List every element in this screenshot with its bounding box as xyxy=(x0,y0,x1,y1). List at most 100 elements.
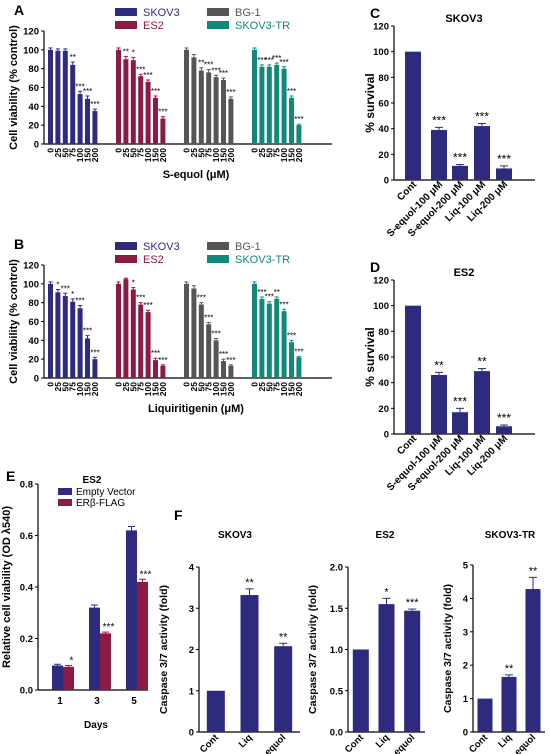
x-tick-label: Liq xyxy=(496,732,514,750)
y-tick-label: 60 xyxy=(28,317,39,328)
x-tick-label: 25 xyxy=(189,382,199,392)
significance-label: ** xyxy=(70,53,76,62)
x-tick-label: 75 xyxy=(272,148,282,158)
bar xyxy=(70,64,76,144)
y-tick-label: 60 xyxy=(378,353,389,364)
significance-label: *** xyxy=(158,356,167,365)
legend-label: ES2 xyxy=(143,20,164,32)
y-tick-label: 0 xyxy=(463,728,468,739)
panel-label: C xyxy=(370,5,380,21)
y-tick-label: 40 xyxy=(378,378,389,389)
bar xyxy=(70,301,76,378)
x-tick-label: 25 xyxy=(257,382,267,392)
significance-label: *** xyxy=(475,110,489,124)
significance-label: *** xyxy=(136,294,145,303)
y-tick-label: 40 xyxy=(28,102,39,113)
y-tick-label: 80 xyxy=(28,298,39,309)
bar xyxy=(213,340,219,378)
x-tick-label: 0 xyxy=(114,148,124,153)
x-tick-label: 150 xyxy=(219,148,229,162)
x-tick-label: 150 xyxy=(151,382,161,396)
significance-label: *** xyxy=(83,87,92,96)
x-tick-label: 50 xyxy=(196,148,206,158)
y-tick-label: 0 xyxy=(34,374,39,385)
bar xyxy=(474,371,490,434)
bar xyxy=(274,646,293,732)
significance-label: *** xyxy=(279,300,288,309)
panel-F3: 0 1 2 3 4 5 SKOV3-TR Caspase 3/7 activity (fold… xyxy=(442,530,545,754)
y-tick-label: 120 xyxy=(23,261,39,272)
bar xyxy=(145,81,151,144)
bar xyxy=(405,51,421,180)
y-tick-label: 40 xyxy=(378,124,389,135)
bar xyxy=(352,649,369,732)
legend-label: ERβ-FLAG xyxy=(76,498,125,509)
significance-label: *** xyxy=(103,622,115,633)
x-tick-label: Cont xyxy=(467,732,491,754)
y-tick-label: 100 xyxy=(23,45,39,56)
bar xyxy=(252,283,257,378)
x-tick-label: 0 xyxy=(114,382,124,387)
x-tick-label: 100 xyxy=(211,148,221,162)
bar xyxy=(206,324,212,378)
significance-label: *** xyxy=(61,284,70,293)
significance-label: *** xyxy=(204,61,213,70)
significance-label: ** xyxy=(245,577,254,589)
y-tick-label: 0.0 xyxy=(330,728,343,739)
x-tick-label: 200 xyxy=(294,382,304,396)
bar xyxy=(228,98,234,144)
significance-label: ** xyxy=(529,565,538,577)
bar xyxy=(145,312,151,378)
bar xyxy=(184,49,189,145)
bar xyxy=(55,292,61,378)
x-tick-label: 0 xyxy=(250,382,260,387)
significance-label: *** xyxy=(219,350,228,359)
bar xyxy=(252,49,257,145)
legend-swatch xyxy=(58,499,72,506)
legend-swatch xyxy=(115,255,137,263)
significance-label: *** xyxy=(257,56,266,65)
x-tick-label: Cont xyxy=(198,732,222,754)
y-tick-label: 20 xyxy=(28,355,39,366)
x-tick-label: 75 xyxy=(68,382,78,392)
y-tick-label: 3 xyxy=(463,627,468,638)
panel-B: 0 20 40 60 80 100 120 B Cell viability (% contro… xyxy=(8,236,332,415)
x-tick-label: 25 xyxy=(121,148,131,158)
x-tick-label: 25 xyxy=(53,382,63,392)
y-tick-label: 1.0 xyxy=(330,645,343,656)
y-tick-label: 60 xyxy=(28,83,39,94)
bar xyxy=(266,303,272,378)
y-tick-label: 0.5 xyxy=(330,686,344,697)
bar xyxy=(85,338,90,378)
x-tick-label: 1 xyxy=(57,696,63,707)
significance-label: *** xyxy=(406,597,420,609)
x-tick-label: 200 xyxy=(90,148,100,162)
x-axis-label: Days xyxy=(84,720,108,731)
y-tick-label: 0 xyxy=(189,728,194,739)
significance-label: *** xyxy=(287,87,296,96)
bar xyxy=(138,76,144,144)
bar xyxy=(259,298,265,378)
y-tick-label: 5 xyxy=(463,561,469,572)
bar xyxy=(160,365,166,378)
y-tick-label: 1.5 xyxy=(330,604,344,615)
bar xyxy=(274,298,280,378)
significance-label: *** xyxy=(211,329,220,338)
significance-label: *** xyxy=(432,113,446,127)
bar xyxy=(221,79,226,144)
chart-title: SKOV3 xyxy=(445,13,482,25)
bar xyxy=(137,581,148,690)
legend-label: Empty Vector xyxy=(76,487,136,498)
x-tick-label: 50 xyxy=(264,382,274,392)
chart-title: ES2 xyxy=(376,530,395,541)
significance-label: *** xyxy=(265,293,274,302)
legend-swatch xyxy=(115,21,137,29)
bar xyxy=(274,64,280,144)
significance-label: ** xyxy=(434,358,444,372)
bar xyxy=(452,412,468,434)
y-tick-label: 20 xyxy=(378,404,389,415)
bar xyxy=(62,296,68,378)
bar xyxy=(89,607,100,690)
